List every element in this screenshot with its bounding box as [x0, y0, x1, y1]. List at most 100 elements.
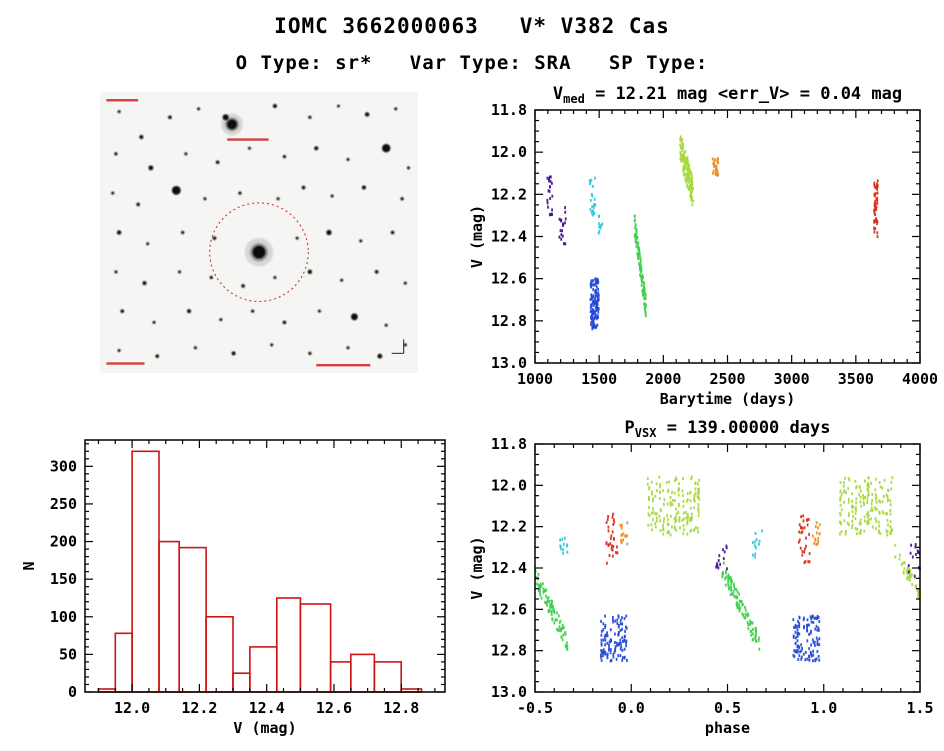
- x-tick-label: 1000: [517, 370, 553, 388]
- x-tick-label: 12.2: [181, 699, 217, 717]
- magnitude-histogram-chart: 12.0 12.2 12.4 12.6 12.8 0 50 100 150 200 250 300 V …: [20, 425, 470, 751]
- x-tick-label: -0.5: [517, 699, 553, 717]
- phase-plot-svg: -0.5 0.0 0.5 1.0 1.5 11.8 12.0 12.2 12.4 12.6 12.8…: [468, 418, 934, 737]
- finder-annotation-mark: [106, 99, 139, 102]
- data-cluster: [619, 521, 629, 546]
- histogram-bar: [275, 597, 302, 693]
- x-tick-label: 2000: [645, 370, 681, 388]
- data-cluster: [752, 529, 763, 559]
- histogram-bar: [349, 653, 376, 693]
- histogram-bar: [299, 603, 332, 693]
- axis-ticks: [85, 440, 445, 693]
- data-cluster: [839, 476, 894, 537]
- y-tick-label: 300: [50, 457, 77, 475]
- y-axis-label: V (mag): [468, 205, 486, 268]
- data-cluster: [711, 157, 720, 177]
- x-tick-label: 2500: [709, 370, 745, 388]
- starfield-background: [100, 92, 418, 373]
- y-tick-label: 100: [50, 608, 77, 626]
- finder-annotation-mark: [316, 364, 371, 367]
- y-axis-label: V (mag): [468, 536, 486, 599]
- axis-ticks: [534, 109, 921, 364]
- x-axis-label: phase: [705, 719, 750, 737]
- y-tick-label: 13.0: [491, 683, 527, 701]
- x-tick-label: 1.5: [906, 699, 933, 717]
- histogram-plot-svg: 12.0 12.2 12.4 12.6 12.8 0 50 100 150 200 250 300 V …: [20, 439, 446, 737]
- y-tick-label: 12.0: [491, 143, 527, 161]
- histogram-bar: [373, 661, 402, 693]
- x-tick-label: 0.0: [618, 699, 645, 717]
- x-axis-label: Barytime (days): [660, 390, 795, 408]
- y-tick-label: 11.8: [491, 101, 527, 119]
- x-tick-label: 12.0: [114, 699, 150, 717]
- y-tick-label: 13.0: [491, 354, 527, 372]
- y-tick-label: 12.0: [491, 476, 527, 494]
- y-tick-label: 0: [68, 683, 77, 701]
- data-cluster: [605, 512, 619, 565]
- histogram-bar: [114, 632, 133, 693]
- data-points: [546, 135, 879, 331]
- histogram-bar: [232, 672, 251, 693]
- data-cluster: [646, 475, 701, 537]
- histogram-bar: [205, 616, 234, 693]
- x-tick-label: 0.5: [714, 699, 741, 717]
- data-cluster: [546, 175, 554, 217]
- histogram-bar: [249, 646, 278, 693]
- data-cluster: [588, 176, 597, 217]
- lightcurve-barytime-chart: 1000 1500 2000 2500 3000 3500 4000 11.8 12.0 12.2…: [468, 82, 944, 421]
- data-cluster: [589, 277, 600, 331]
- x-tick-label: 1.0: [810, 699, 837, 717]
- finder-chart-image: [100, 92, 418, 373]
- starfield-svg: [100, 92, 418, 373]
- finder-annotation-mark: [106, 362, 145, 365]
- data-cluster: [559, 536, 569, 555]
- data-cluster: [534, 570, 569, 651]
- y-tick-label: 200: [50, 533, 77, 551]
- data-cluster: [715, 544, 728, 571]
- stars-group: [111, 104, 410, 359]
- y-tick-label: 11.8: [491, 435, 527, 453]
- histogram-bars: [97, 450, 423, 693]
- y-tick-label: 150: [50, 570, 77, 588]
- data-points: [534, 475, 921, 663]
- data-cluster: [558, 206, 567, 246]
- data-cluster: [873, 179, 879, 239]
- axis-ticks: [534, 443, 921, 693]
- x-tick-label: 3000: [774, 370, 810, 388]
- y-tick-label: 250: [50, 495, 77, 513]
- barytime-plot-svg: 1000 1500 2000 2500 3000 3500 4000 11.8 12.0 12.2…: [468, 84, 938, 408]
- y-tick-label: 12.8: [491, 312, 527, 330]
- y-tick-label: 12.6: [491, 270, 527, 288]
- finder-annotation-mark: [227, 138, 269, 141]
- data-cluster: [597, 214, 604, 235]
- data-cluster: [679, 135, 695, 207]
- y-tick-label: 12.4: [491, 228, 527, 246]
- compass-mark: [391, 339, 405, 354]
- data-cluster: [812, 521, 821, 546]
- data-cluster: [633, 214, 647, 318]
- data-cluster: [894, 543, 921, 601]
- data-cluster: [721, 561, 761, 651]
- histogram-bar: [158, 540, 181, 693]
- x-axis-label: V (mag): [233, 719, 296, 737]
- x-tick-label: 12.8: [383, 699, 419, 717]
- histogram-bar: [131, 450, 160, 693]
- page-subtitle: O Type: sr* Var Type: SRA SP Type:: [235, 52, 709, 74]
- y-tick-label: 12.8: [491, 642, 527, 660]
- x-tick-label: 4000: [902, 370, 938, 388]
- y-tick-label: 50: [59, 645, 77, 663]
- plot-frame: [84, 439, 446, 693]
- x-tick-label: 1500: [581, 370, 617, 388]
- y-tick-label: 12.4: [491, 559, 527, 577]
- data-cluster: [600, 614, 628, 663]
- x-tick-label: 12.6: [316, 699, 352, 717]
- y-tick-label: 12.6: [491, 600, 527, 618]
- x-tick-label: 3500: [838, 370, 874, 388]
- y-axis-label: N: [20, 561, 38, 570]
- y-tick-label: 12.2: [491, 518, 527, 536]
- chart-title: PVSX = 139.00000 days: [625, 418, 831, 440]
- y-tick-label: 12.2: [491, 185, 527, 203]
- data-cluster: [792, 614, 821, 663]
- data-cluster: [798, 514, 811, 565]
